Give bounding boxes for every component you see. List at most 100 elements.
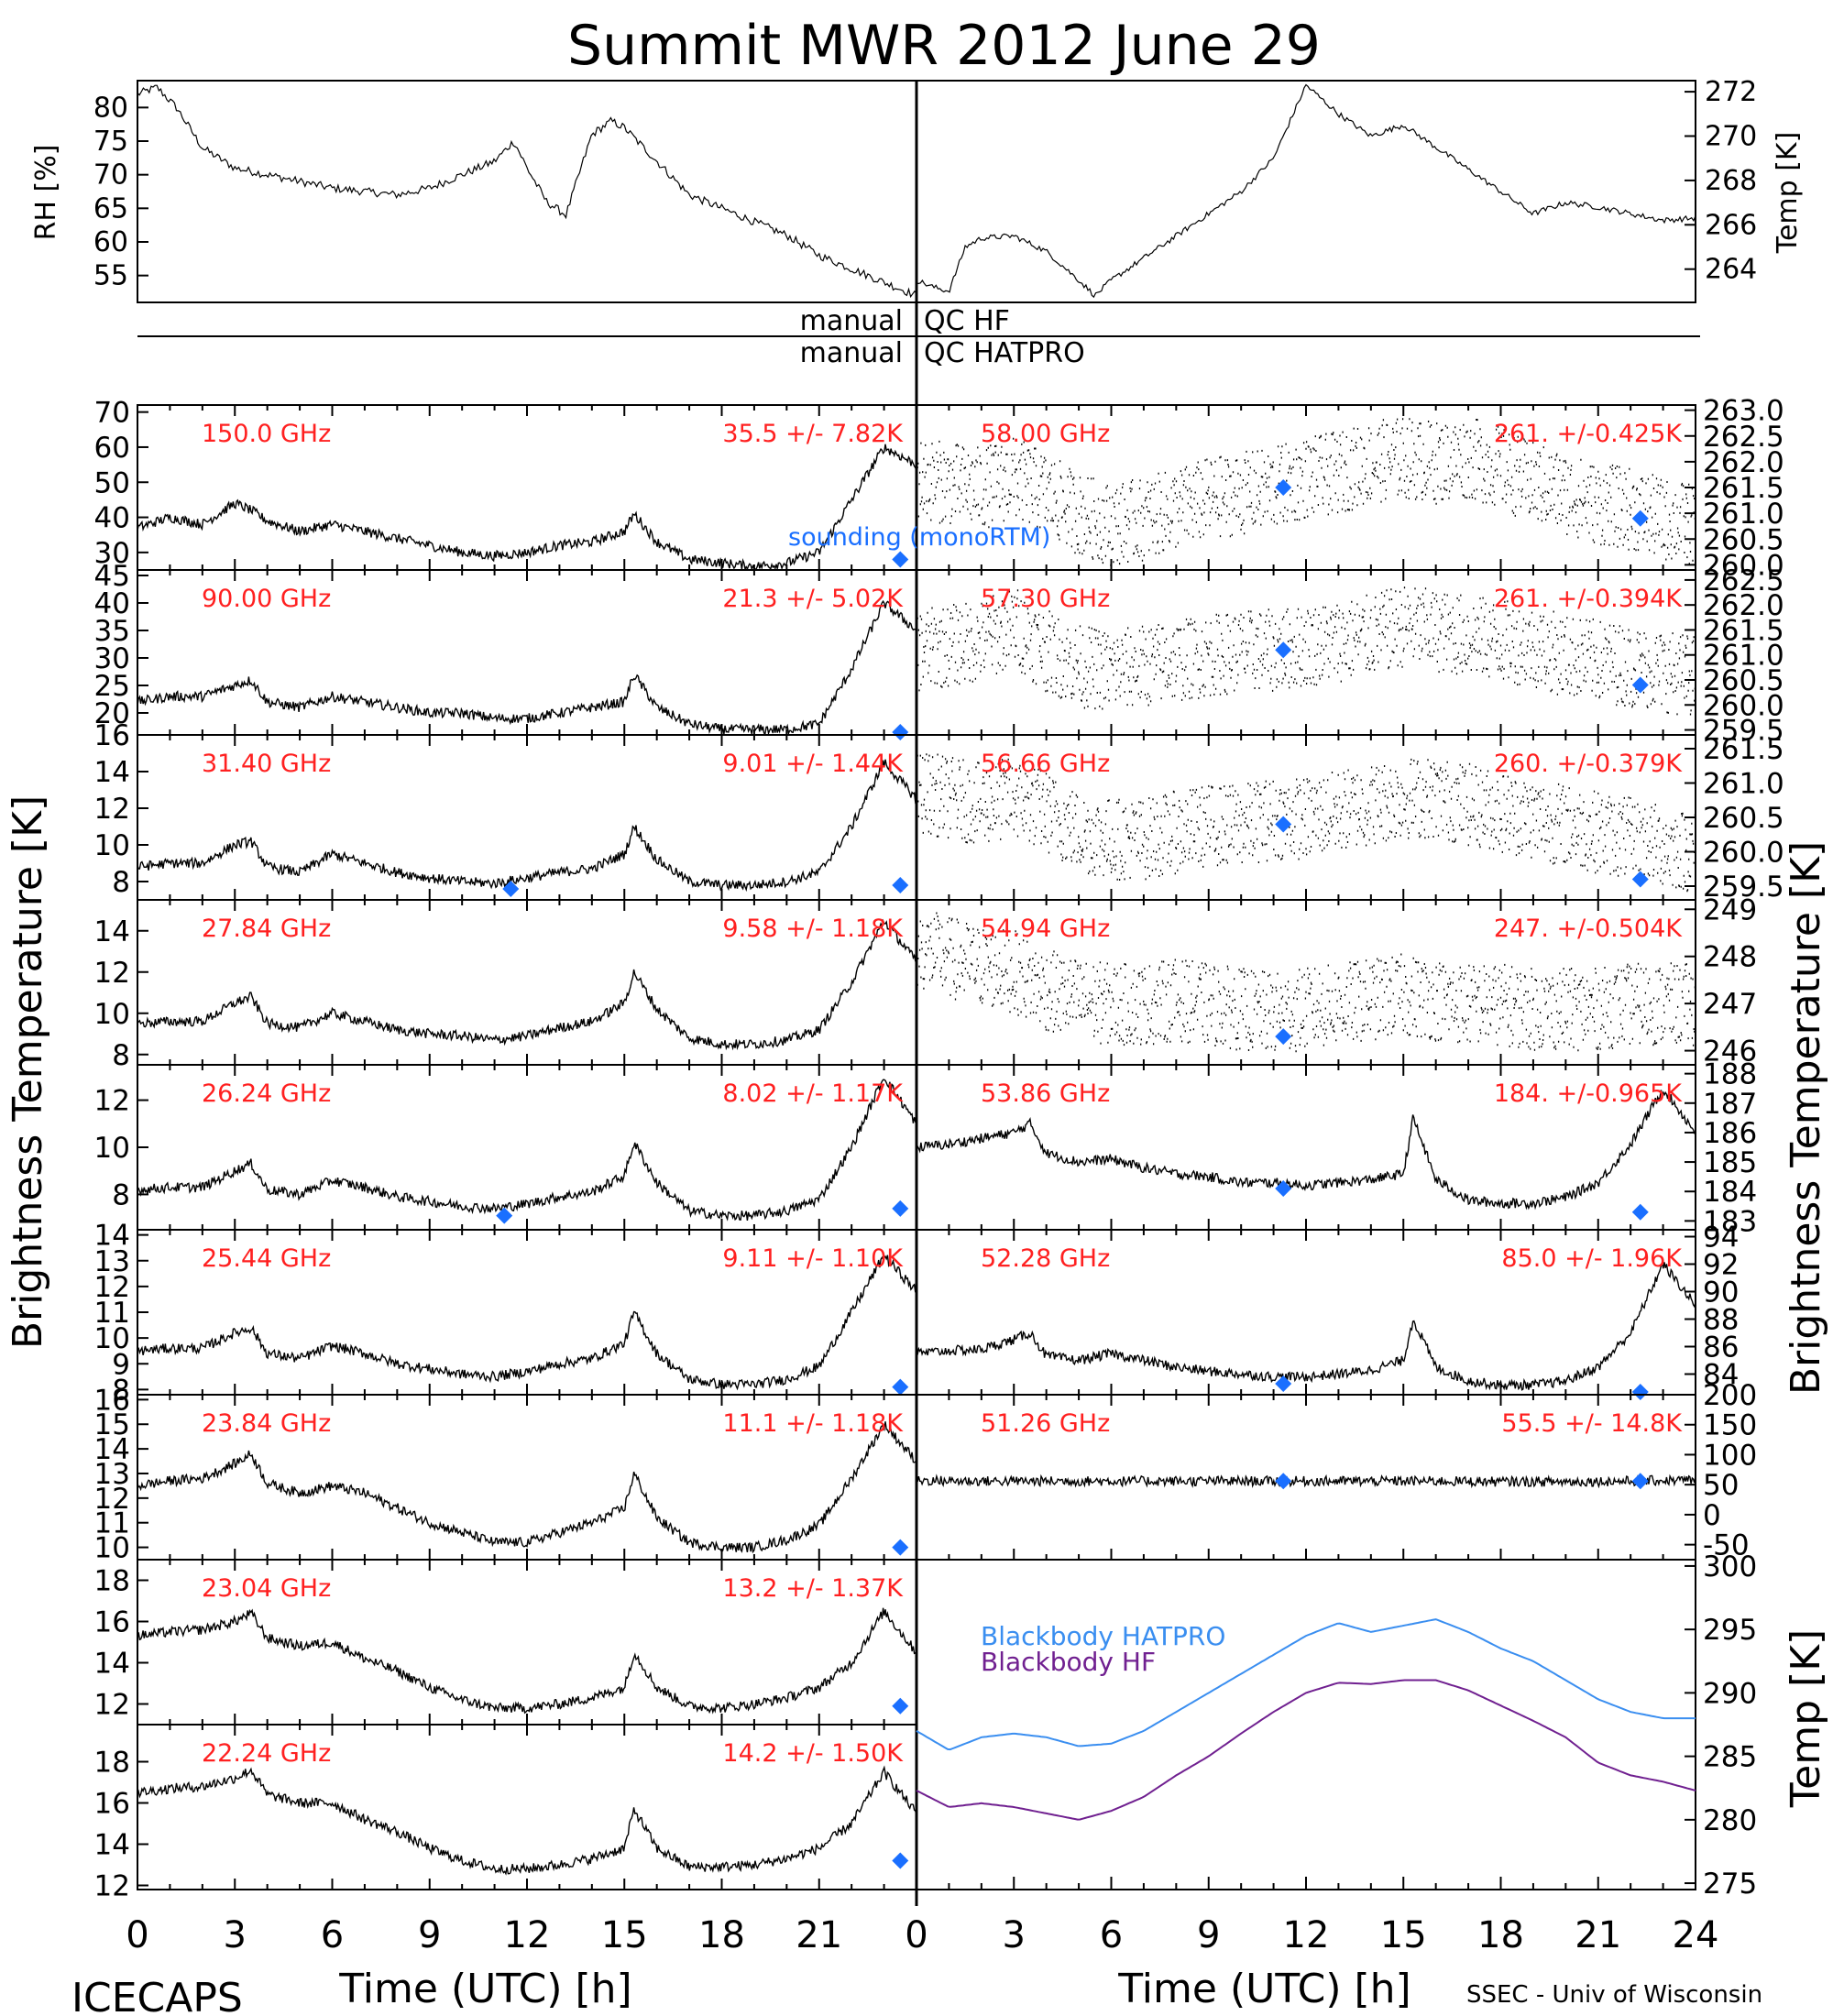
ytick-label: 16 [94,1788,130,1821]
frequency-label: 54.94 GHz [981,915,1110,943]
ytick-label: 50 [1703,1469,1739,1502]
bb-ytick-label: 275 [1703,1868,1757,1901]
frequency-label: 23.04 GHz [202,1574,331,1603]
data-trace [137,1421,917,1554]
x-tick-label-right: 18 [1477,1914,1524,1956]
ytick-label: 260.0 [1703,689,1784,722]
sounding-marker [1631,509,1649,527]
ytick-label: 18 [94,1565,130,1598]
rh-ytick-label: 55 [93,260,128,292]
ytick-label: -50 [1703,1529,1750,1562]
frequency-label: 57.30 GHz [981,585,1110,613]
x-tick-label-right: 12 [1283,1914,1330,1956]
ytick-label: 188 [1703,1058,1757,1091]
ytick-label: 13 [94,1458,130,1491]
sounding-marker [892,1697,909,1715]
sounding-marker [1631,1473,1649,1490]
sounding-marker [892,1200,909,1217]
stats-label: 13.2 +/- 1.37K [722,1574,904,1603]
x-tick-label-right: 3 [1003,1914,1026,1956]
ytick-label: 16 [94,1384,130,1417]
x-tick-label-left: 9 [418,1914,441,1956]
data-trace [916,912,1696,1053]
ytick-label: 261.0 [1703,640,1784,673]
data-trace [137,1079,917,1222]
stats-label: 85.0 +/- 1.96K [1501,1244,1683,1273]
stats-label: 261. +/-0.394K [1494,585,1683,613]
ytick-label: 84 [1703,1359,1739,1392]
sounding-marker [1631,1203,1649,1221]
frequency-label: 58.00 GHz [981,420,1110,448]
ytick-label: 262.5 [1703,564,1784,597]
ytick-label: 10 [94,998,130,1031]
frequency-label: 27.84 GHz [202,915,331,943]
ytick-label: 14 [94,915,130,948]
ytick-label: 261.5 [1703,733,1784,766]
footer-right: SSEC - Univ of Wisconsin [1466,1981,1762,2009]
blackbody-line-1 [916,1679,1696,1821]
frequency-label: 90.00 GHz [202,585,331,613]
ytick-label: 184 [1703,1176,1757,1209]
sounding-marker [892,551,909,568]
sounding-marker [892,1539,909,1556]
ytick-label: 12 [94,1870,130,1903]
sounding-marker [1631,676,1649,694]
ytick-label: 10 [94,1532,130,1565]
sounding-marker [502,881,520,897]
temp-axis-label: Temp [K] [1772,132,1804,255]
ytick-label: 262.0 [1703,446,1784,479]
ytick-label: 12 [94,1483,130,1516]
ytick-label: 14 [94,1648,130,1681]
x-tick-label-right: 0 [905,1914,927,1956]
ytick-label: 16 [94,719,130,752]
x-tick-label-left: 3 [224,1914,247,1956]
temp-ytick-label: 264 [1705,254,1757,286]
ytick-label: 12 [94,1689,130,1722]
bb-ytick-label: 295 [1703,1614,1757,1647]
ytick-label: 25 [94,670,130,703]
ytick-label: 200 [1703,1379,1757,1412]
data-trace [137,599,917,737]
sounding-marker [892,724,909,740]
sounding-marker [1275,641,1292,659]
top-panel-frame [137,80,1696,303]
footer-left: ICECAPS [71,1975,243,2016]
ytick-label: 11 [94,1507,130,1540]
bb-ytick-label: 300 [1703,1550,1757,1583]
temp-ytick-label: 272 [1705,76,1757,108]
data-trace [137,759,917,893]
ytick-label: 88 [1703,1304,1739,1337]
stats-label: 35.5 +/- 7.82K [722,420,904,448]
data-trace [916,753,1696,893]
x-axis-label-left: Time (UTC) [h] [338,1966,631,2012]
sounding-marker [1275,1375,1292,1392]
frequency-label: 56.66 GHz [981,750,1110,778]
x-tick-label-right: 15 [1380,1914,1427,1956]
ytick-label: 259.5 [1703,715,1784,748]
rh-ytick-label: 65 [93,192,128,225]
sounding-marker [1275,816,1292,833]
qc-hf-label-right: QC HF [924,305,1010,337]
ytick-label: 11 [94,1297,130,1330]
ytick-label: 15 [94,1408,130,1441]
qc-hatpro-label-left: manual [800,337,903,369]
data-trace [916,1090,1696,1211]
sounding-marker [1631,871,1649,888]
frequency-label: 53.86 GHz [981,1079,1110,1108]
ytick-label: 100 [1703,1439,1757,1472]
rh-axis-label: RH [%] [30,145,62,241]
x-tick-label-right: 21 [1575,1914,1621,1956]
frequency-label: 51.26 GHz [981,1409,1110,1438]
sounding-marker [1275,1028,1292,1046]
chart-title: Summit MWR 2012 June 29 [567,14,1321,78]
x-tick-label-left: 18 [698,1914,745,1956]
ytick-label: 261.5 [1703,614,1784,647]
ytick-label: 9 [112,1348,130,1381]
x-tick-label-right: 9 [1197,1914,1220,1956]
rh-ytick-label: 75 [93,126,128,158]
ytick-label: 50 [94,466,130,499]
ytick-label: 60 [94,432,130,465]
ytick-label: 20 [94,697,130,730]
right-y-axis-label: Brightness Temperature [K] [1783,841,1829,1395]
